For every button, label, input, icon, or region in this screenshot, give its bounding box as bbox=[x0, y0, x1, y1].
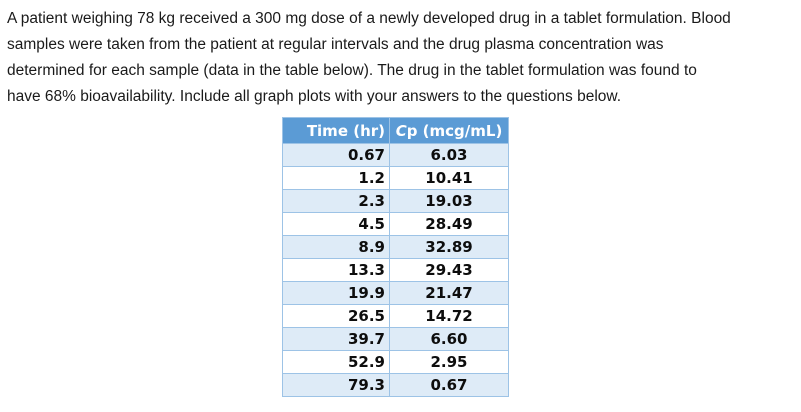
cp-cell: 19.03 bbox=[389, 189, 509, 213]
cp-units: p (mcg/mL) bbox=[406, 121, 503, 140]
cp-column-header: Cp (mcg/mL) bbox=[389, 117, 509, 144]
table-row: 39.7 6.60 bbox=[282, 327, 509, 351]
cp-cell: 6.03 bbox=[389, 143, 509, 167]
table-header: Time (hr) Cp (mcg/mL) bbox=[282, 117, 509, 144]
time-cell: 1.2 bbox=[282, 166, 390, 190]
cp-cell: 28.49 bbox=[389, 212, 509, 236]
time-cell: 4.5 bbox=[282, 212, 390, 236]
table-row: 26.5 14.72 bbox=[282, 304, 509, 328]
cp-symbol: C bbox=[395, 121, 407, 140]
paragraph-line: samples were taken from the patient at r… bbox=[7, 36, 664, 53]
paragraph-line: determined for each sample (data in the … bbox=[7, 62, 697, 79]
plasma-concentration-table: Time (hr) Cp (mcg/mL) 0.67 6.03 1.2 10.4… bbox=[282, 117, 509, 397]
time-cell: 39.7 bbox=[282, 327, 390, 351]
table-row: 52.9 2.95 bbox=[282, 350, 509, 374]
table-row: 1.2 10.41 bbox=[282, 166, 509, 190]
paragraph-line: have 68% bioavailability. Include all gr… bbox=[7, 88, 622, 105]
table-row: 2.3 19.03 bbox=[282, 189, 509, 213]
time-cell: 0.67 bbox=[282, 143, 390, 167]
table-header-row: Time (hr) Cp (mcg/mL) bbox=[282, 117, 509, 144]
cp-cell: 0.67 bbox=[389, 373, 509, 397]
time-cell: 2.3 bbox=[282, 189, 390, 213]
problem-statement: A patient weighing 78 kg received a 300 … bbox=[7, 6, 801, 110]
time-cell: 13.3 bbox=[282, 258, 390, 282]
cp-cell: 14.72 bbox=[389, 304, 509, 328]
time-cell: 19.9 bbox=[282, 281, 390, 305]
table-row: 8.9 32.89 bbox=[282, 235, 509, 259]
table-row: 13.3 29.43 bbox=[282, 258, 509, 282]
cp-cell: 21.47 bbox=[389, 281, 509, 305]
cp-cell: 29.43 bbox=[389, 258, 509, 282]
time-cell: 52.9 bbox=[282, 350, 390, 374]
cp-cell: 10.41 bbox=[389, 166, 509, 190]
time-cell: 26.5 bbox=[282, 304, 390, 328]
table-row: 0.67 6.03 bbox=[282, 143, 509, 167]
table-row: 4.5 28.49 bbox=[282, 212, 509, 236]
cp-cell: 6.60 bbox=[389, 327, 509, 351]
table-row: 19.9 21.47 bbox=[282, 281, 509, 305]
paragraph-line: A patient weighing 78 kg received a 300 … bbox=[7, 10, 731, 27]
time-cell: 8.9 bbox=[282, 235, 390, 259]
time-cell: 79.3 bbox=[282, 373, 390, 397]
table-row: 79.3 0.67 bbox=[282, 373, 509, 397]
time-column-header: Time (hr) bbox=[282, 117, 390, 144]
table-body: 0.67 6.03 1.2 10.41 2.3 19.03 4.5 28.49 … bbox=[282, 143, 509, 397]
cp-cell: 2.95 bbox=[389, 350, 509, 374]
cp-cell: 32.89 bbox=[389, 235, 509, 259]
